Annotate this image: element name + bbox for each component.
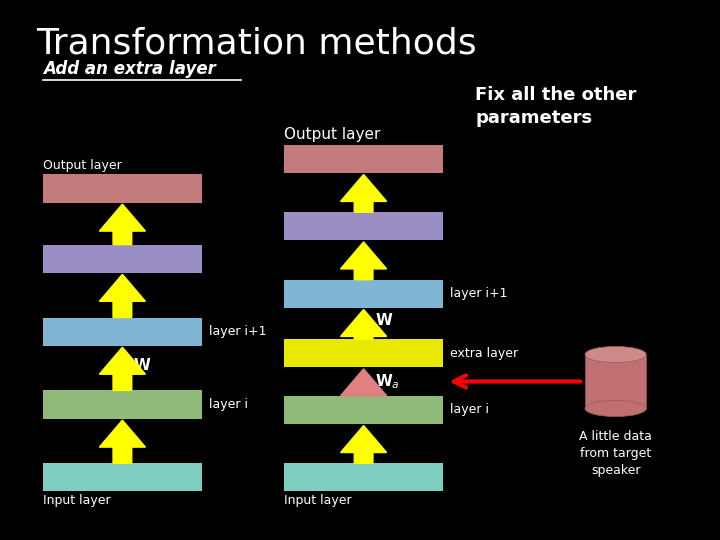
Bar	[43, 463, 202, 491]
Polygon shape	[99, 420, 145, 463]
Bar	[284, 280, 443, 308]
Text: layer i+1: layer i+1	[450, 287, 508, 300]
Text: layer i: layer i	[450, 403, 489, 416]
Polygon shape	[99, 347, 145, 390]
Polygon shape	[341, 174, 387, 212]
Text: W: W	[375, 313, 392, 328]
Text: A little data
from target
speaker: A little data from target speaker	[579, 430, 652, 477]
Bar	[43, 174, 202, 202]
Bar	[43, 245, 202, 273]
Bar	[284, 463, 443, 491]
Bar	[43, 390, 202, 418]
Bar	[284, 212, 443, 240]
Bar	[284, 339, 443, 367]
Bar	[43, 318, 202, 346]
Polygon shape	[99, 274, 145, 318]
Bar	[284, 145, 443, 173]
Ellipse shape	[585, 401, 647, 417]
Bar	[585, 354, 647, 408]
Polygon shape	[99, 204, 145, 245]
Text: layer i: layer i	[209, 398, 248, 411]
Polygon shape	[341, 426, 387, 463]
Text: W: W	[134, 358, 150, 373]
Text: Input layer: Input layer	[284, 494, 352, 507]
Text: Output layer: Output layer	[43, 159, 122, 172]
Bar	[284, 396, 443, 424]
Text: Fix all the other
parameters: Fix all the other parameters	[475, 86, 636, 126]
Text: Add an extra layer: Add an extra layer	[43, 60, 216, 78]
Text: Output layer: Output layer	[284, 127, 381, 142]
Text: layer i+1: layer i+1	[209, 325, 266, 338]
Text: Input layer: Input layer	[43, 494, 111, 507]
Ellipse shape	[585, 347, 647, 363]
Text: W$_a$: W$_a$	[375, 372, 400, 391]
Polygon shape	[341, 242, 387, 280]
Text: extra layer: extra layer	[450, 347, 518, 360]
Polygon shape	[341, 309, 387, 339]
Text: Transformation methods: Transformation methods	[36, 27, 477, 61]
Polygon shape	[341, 369, 387, 396]
